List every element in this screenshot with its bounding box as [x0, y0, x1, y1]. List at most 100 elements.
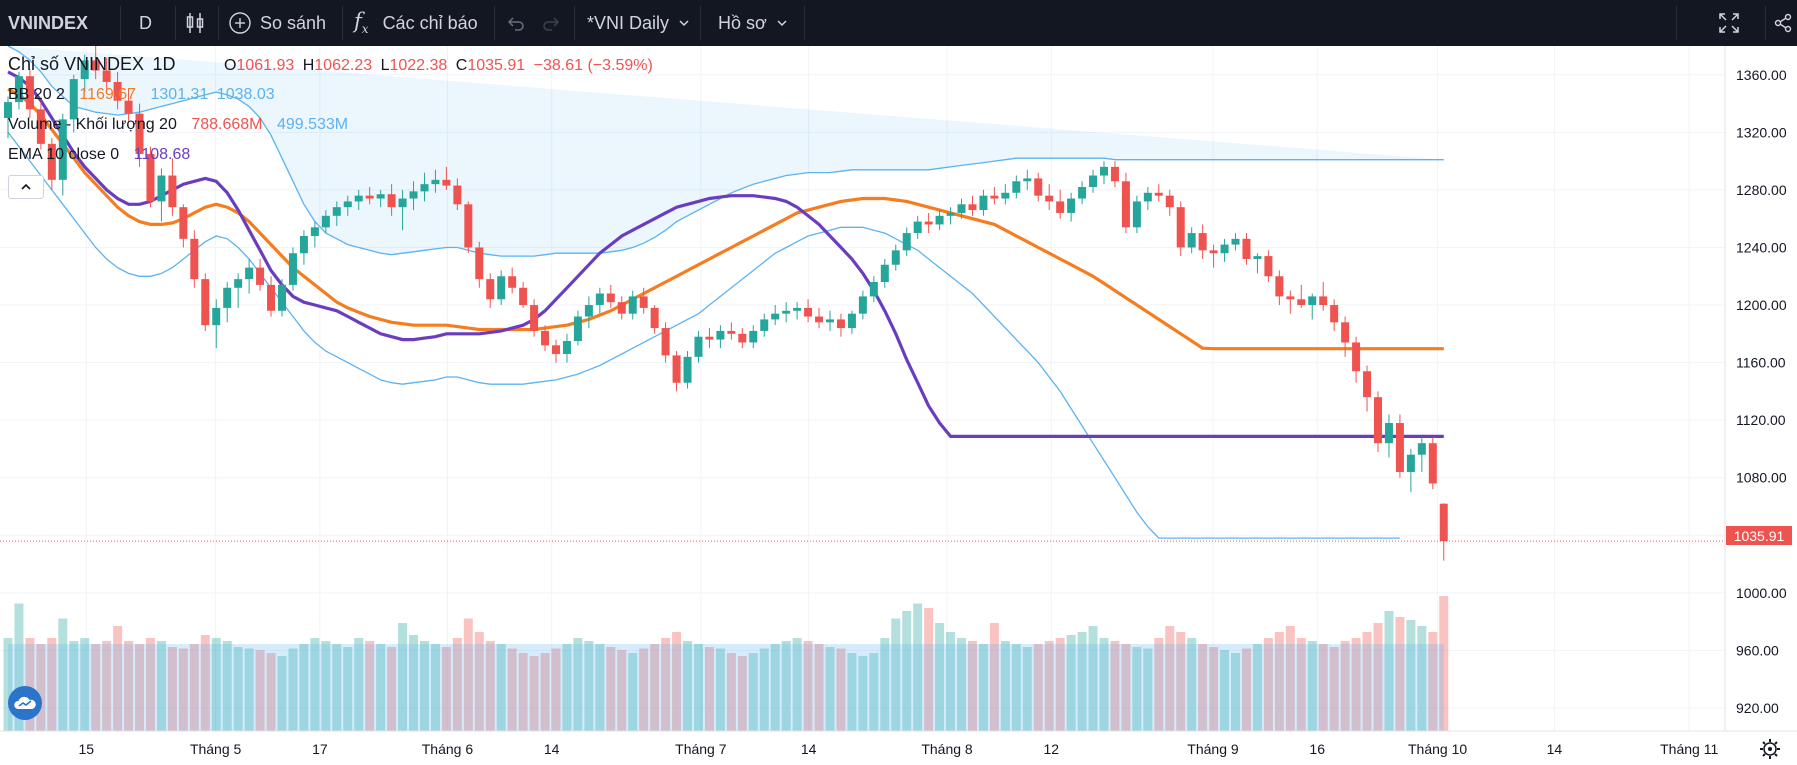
volume-bar: [913, 603, 923, 731]
candles-icon: [186, 13, 204, 33]
layout-menu[interactable]: *VNI Daily: [587, 0, 691, 46]
interval-button[interactable]: D: [139, 12, 152, 33]
candle: [617, 296, 626, 320]
candle: [595, 287, 604, 314]
volume-bar: [507, 648, 517, 731]
bb-legend[interactable]: BB 20 2 1169.67 1301.31 1038.03: [8, 85, 279, 105]
time-tick-label: Tháng 6: [422, 741, 474, 757]
price-tick-label: 1120.00: [1736, 412, 1786, 428]
candle: [1297, 284, 1306, 308]
candle: [47, 138, 56, 190]
price-chart[interactable]: 1360.00 1320.00 1280.00 1240.00 1200.00 1160.…: [0, 46, 1797, 765]
chart-area[interactable]: 1360.00 1320.00 1280.00 1240.00 1200.00 1160.…: [0, 46, 1797, 765]
candle-body: [858, 296, 867, 314]
top-toolbar: VNINDEX D So sánh fx Các chỉ báo *VNI Da…: [0, 0, 1797, 46]
price-tick-label: 1360.00: [1736, 67, 1787, 83]
ohlc-close-label: C: [455, 57, 468, 74]
candle: [1439, 503, 1448, 561]
candle: [661, 322, 670, 363]
volume-bar: [529, 656, 539, 731]
volume-bar: [836, 648, 846, 731]
volume-bar: [222, 641, 232, 731]
volume-bar: [551, 648, 561, 731]
candle-body: [91, 60, 100, 71]
volume-bar: [299, 644, 309, 731]
price-tick-label: 1160.00: [1736, 355, 1786, 371]
candle-body: [738, 333, 747, 343]
candle-body: [793, 307, 802, 311]
candle: [376, 189, 385, 208]
candle: [14, 71, 23, 110]
candle: [387, 184, 396, 216]
indicators-button[interactable]: fx Các chỉ báo: [354, 0, 478, 46]
candle: [278, 279, 286, 317]
candle: [223, 282, 232, 323]
candle-body: [1121, 181, 1130, 228]
volume-bar: [266, 653, 276, 731]
candle-body: [135, 113, 144, 154]
candle: [69, 74, 78, 133]
ohlc-low: 1022.38: [389, 57, 448, 74]
bb-label: BB 20 2: [8, 86, 65, 103]
candle-body: [223, 287, 232, 308]
candle: [957, 198, 966, 219]
candle-body: [595, 293, 604, 306]
volume-bar: [1198, 644, 1208, 731]
candle-body: [672, 355, 681, 383]
volume-bar: [277, 656, 287, 731]
time-tick-label: 16: [1309, 741, 1325, 757]
volume-bar: [1351, 638, 1361, 731]
settings-gear-icon[interactable]: [1760, 739, 1780, 759]
candle: [749, 325, 758, 349]
candle: [409, 181, 418, 211]
candle: [935, 210, 944, 231]
profile-menu[interactable]: Hồ sơ: [718, 0, 789, 46]
candle-body: [1034, 178, 1043, 196]
toolbar-divider: [574, 6, 575, 40]
candle-body: [36, 109, 45, 144]
candle: [1143, 187, 1152, 211]
volume-bar: [321, 641, 331, 731]
candle-body: [124, 100, 133, 114]
chart-style-button[interactable]: [183, 0, 207, 46]
candle: [1352, 336, 1361, 383]
redo-button[interactable]: [540, 0, 562, 46]
tradingview-logo-button[interactable]: [8, 686, 42, 720]
profile-label: Hồ sơ: [718, 12, 767, 33]
price-axis[interactable]: 1360.00 1320.00 1280.00 1240.00 1200.00 1160.…: [1736, 67, 1787, 716]
candle-body: [880, 264, 889, 283]
candle: [91, 46, 100, 80]
candle-body: [278, 284, 286, 311]
undo-button[interactable]: [505, 0, 527, 46]
volume-legend[interactable]: Volume - Khối lượng 20 788.668M 499.533M: [8, 115, 352, 135]
candle: [332, 201, 341, 226]
volume-bar: [1220, 650, 1230, 731]
symbol-search[interactable]: VNINDEX: [8, 12, 89, 33]
candle-body: [1286, 296, 1295, 300]
candle: [1231, 233, 1240, 251]
candle-body: [486, 279, 495, 300]
candle-body: [1428, 443, 1437, 484]
redo-icon: [543, 17, 560, 31]
candle: [968, 195, 977, 216]
candle-body: [1297, 299, 1306, 306]
candle: [771, 305, 780, 326]
candle: [902, 227, 911, 257]
compare-button[interactable]: So sánh: [228, 0, 326, 46]
toolbar-divider: [342, 6, 343, 40]
volume-bar: [409, 635, 419, 731]
candle-body: [256, 267, 265, 285]
share-button[interactable]: [1773, 0, 1793, 46]
time-axis[interactable]: 15 Tháng 5 17 Tháng 6 14 Tháng 7 14 Tháng 8 12 Th…: [78, 741, 1718, 757]
candle-body: [146, 153, 155, 202]
candle-body: [508, 276, 517, 288]
legend-collapse-button[interactable]: [8, 175, 44, 199]
fullscreen-button[interactable]: [1718, 0, 1740, 46]
volume-bar: [80, 638, 90, 731]
candle-body: [1341, 322, 1350, 343]
legend-title[interactable]: Chỉ số VNINDEX: [8, 54, 145, 74]
candle-body: [354, 195, 363, 202]
candle-body: [541, 330, 550, 346]
ema-legend[interactable]: EMA 10 close 0 1108.68: [8, 145, 194, 165]
bollinger-band-fill: [8, 46, 1444, 257]
